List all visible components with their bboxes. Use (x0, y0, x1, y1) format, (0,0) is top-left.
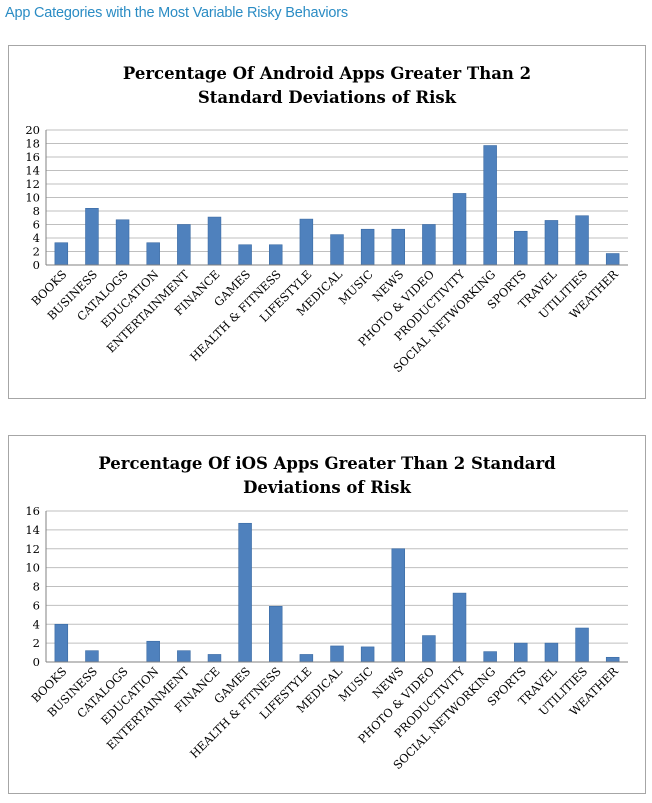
bar-catalogs (115, 219, 130, 266)
bar-news (391, 548, 405, 663)
bar-education (146, 640, 160, 663)
x-tick-label: MUSIC (336, 267, 376, 307)
y-tick-label: 2 (33, 636, 40, 650)
bar-utilities (575, 215, 589, 266)
bar-travel (544, 642, 559, 663)
bar-productivity (452, 193, 467, 266)
y-tick-label: 16 (25, 504, 40, 518)
chart-title: Percentage Of iOS Apps Greater Than 2 St… (9, 452, 645, 500)
bar-education (146, 242, 160, 266)
y-tick-label: 2 (33, 245, 40, 259)
bar-utilities (575, 627, 589, 663)
y-tick-label: 16 (25, 150, 40, 164)
bar-social-networking (483, 651, 497, 663)
y-tick-label: 0 (33, 655, 40, 669)
bar-photo-video (422, 635, 436, 663)
chart-title-line-1: Percentage Of iOS Apps Greater Than 2 St… (98, 454, 556, 473)
bar-games (238, 244, 252, 266)
page-heading: App Categories with the Most Variable Ri… (5, 5, 348, 21)
y-tick-label: 0 (33, 258, 40, 272)
y-tick-label: 10 (25, 191, 40, 205)
y-tick-label: 8 (33, 580, 40, 594)
chart-title-line-2: Deviations of Risk (243, 478, 411, 497)
bar-business (85, 650, 99, 663)
x-tick-label: MUSIC (336, 664, 376, 704)
android-risk-bar-chart: 02468101214161820BOOKSBUSINESSCATALOGSED… (25, 123, 628, 375)
ios-risk-bar-chart: 0246810121416BOOKSBUSINESSCATALOGSEDUCAT… (25, 504, 628, 772)
y-tick-label: 6 (33, 598, 40, 612)
bar-social-networking (483, 145, 497, 266)
bar-weather (605, 656, 620, 663)
bar-health-fitness (269, 244, 283, 266)
bar-sports (514, 230, 528, 266)
y-tick-label: 4 (33, 617, 40, 631)
y-tick-label: 14 (25, 523, 40, 537)
bar-business (85, 208, 99, 266)
bar-lifestyle (299, 654, 314, 663)
bar-weather (605, 253, 620, 266)
bar-medical (330, 234, 344, 266)
y-tick-label: 4 (33, 231, 40, 245)
bar-finance (207, 654, 222, 663)
chart-title-line-1: Percentage Of Android Apps Greater Than … (122, 64, 532, 83)
bar-entertainment (177, 650, 191, 663)
bar-music (360, 646, 375, 663)
chart-title-line-2: Standard Deviations of Risk (197, 88, 457, 107)
bar-lifestyle (299, 218, 314, 266)
bar-travel (544, 220, 559, 266)
bar-finance (207, 216, 222, 266)
bar-entertainment (177, 224, 191, 266)
y-tick-label: 6 (33, 218, 40, 232)
y-tick-label: 20 (25, 123, 40, 137)
y-tick-label: 14 (25, 164, 40, 178)
y-tick-label: 18 (25, 137, 40, 151)
android-risk-chart-panel: Percentage Of Android Apps Greater Than … (8, 45, 646, 399)
ios-risk-chart-panel: Percentage Of iOS Apps Greater Than 2 St… (8, 435, 646, 794)
bar-sports (514, 642, 528, 663)
bar-health-fitness (269, 606, 283, 663)
y-tick-label: 12 (25, 542, 40, 556)
bar-photo-video (422, 224, 436, 266)
y-tick-label: 12 (25, 177, 40, 191)
chart-title: Percentage Of Android Apps Greater Than … (9, 62, 645, 110)
y-tick-label: 8 (33, 204, 40, 218)
bar-productivity (452, 592, 467, 663)
bar-medical (330, 645, 344, 663)
bar-news (391, 228, 405, 266)
bar-books (54, 623, 69, 663)
y-tick-label: 10 (25, 561, 40, 575)
bar-games (238, 522, 252, 663)
bar-music (360, 228, 375, 266)
bar-books (54, 242, 69, 266)
